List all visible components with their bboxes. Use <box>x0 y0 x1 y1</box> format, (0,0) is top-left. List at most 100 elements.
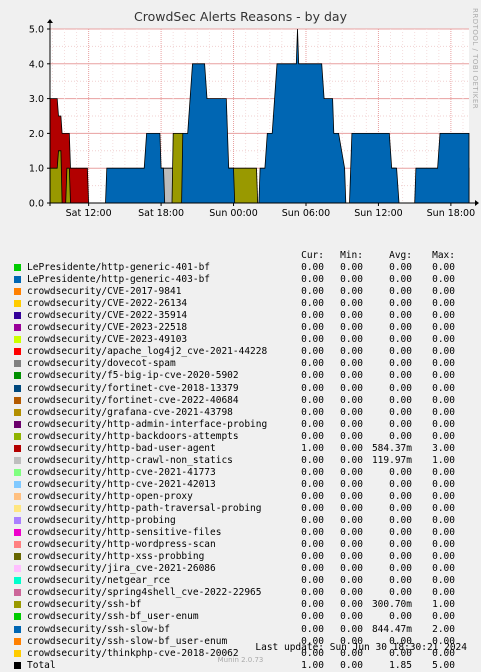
legend-value-avg: 0.00 <box>389 286 412 298</box>
legend-value-avg: 0.00 <box>389 334 412 346</box>
legend-value-max: 0.00 <box>432 322 455 334</box>
legend-name: crowdsecurity/jira_cve-2021-26086 <box>27 563 216 575</box>
legend-name: crowdsecurity/http-path-traversal-probin… <box>27 503 262 514</box>
legend-row: crowdsecurity/grafana-cve-2021-43798 0.00… <box>0 407 481 419</box>
legend-value-cur: 0.00 <box>301 563 324 575</box>
legend-value-avg: 0.00 <box>389 515 412 527</box>
rrdtool-label: RRDTOOL / TOBI OETIKER <box>471 8 479 110</box>
legend-row: crowdsecurity/http-backdoors-attempts 0.0… <box>0 431 481 443</box>
legend-name: crowdsecurity/netgear_rce <box>27 575 170 587</box>
legend-name: crowdsecurity/http-probing <box>27 515 176 527</box>
legend-value-min: 0.00 <box>340 298 363 310</box>
legend-swatch <box>14 661 21 669</box>
legend-swatch <box>14 300 21 308</box>
legend-value-max: 0.00 <box>432 394 455 406</box>
legend-name: crowdsecurity/spring4shell_cve-2022-2296… <box>27 587 262 599</box>
legend-swatch <box>14 408 21 416</box>
legend-swatch <box>14 529 21 537</box>
legend-value-avg: 0.00 <box>389 346 412 358</box>
legend-swatch <box>14 637 21 645</box>
legend-row: crowdsecurity/apache_log4j2_cve-2021-442… <box>0 346 481 358</box>
legend-swatch <box>14 432 21 440</box>
series-area-ssh-slow-bf <box>105 133 166 204</box>
legend-row: crowdsecurity/spring4shell_cve-2022-2296… <box>0 587 481 599</box>
x-tick-label: Sun 00:00 <box>209 208 257 219</box>
legend-value-max: 0.00 <box>432 647 455 659</box>
y-tick-label: 1.0 <box>29 164 44 175</box>
legend-value-min: 0.00 <box>340 563 363 575</box>
legend-row: crowdsecurity/http-path-traversal-probin… <box>0 503 481 515</box>
legend-value-cur: 0.00 <box>301 298 324 310</box>
legend-value-cur: 1.00 <box>301 442 324 454</box>
legend-name: crowdsecurity/CVE-2022-35914 <box>27 310 188 322</box>
legend-value-max: 1.00 <box>432 454 455 466</box>
legend-name: crowdsecurity/fortinet-cve-2018-13379 <box>27 382 239 394</box>
legend-swatch <box>14 480 21 488</box>
legend-row: crowdsecurity/http-xss-probbing 0.00 0.00 0… <box>0 551 481 563</box>
legend-value-cur: 0.00 <box>301 346 324 358</box>
legend-row: crowdsecurity/CVE-2022-35914 0.00 0.00 0.00… <box>0 310 481 322</box>
legend-row: crowdsecurity/jira_cve-2021-26086 0.00 0.0… <box>0 563 481 575</box>
legend-swatch <box>14 312 21 320</box>
legend-name: crowdsecurity/http-bad-user-agent <box>27 442 216 454</box>
legend-swatch <box>14 492 21 500</box>
legend-name: crowdsecurity/ssh-slow-bf <box>27 623 170 635</box>
legend-swatch <box>14 649 21 657</box>
legend-value-cur: 0.00 <box>301 478 324 490</box>
legend-name: crowdsecurity/http-crawl-non_statics <box>27 454 233 466</box>
legend-value-cur: 0.00 <box>301 527 324 539</box>
header-max: Max: <box>432 250 455 261</box>
legend-name: crowdsecurity/f5-big-ip-cve-2020-5902 <box>27 370 239 382</box>
legend-row: crowdsecurity/http-admin-interface-probi… <box>0 419 481 431</box>
legend-swatch <box>14 505 21 512</box>
legend-value-avg: 0.00 <box>389 539 412 551</box>
legend-swatch <box>14 468 21 476</box>
legend-value-min: 0.00 <box>340 611 363 623</box>
legend-value-max: 0.00 <box>432 346 455 358</box>
legend-value-min: 0.00 <box>340 310 363 322</box>
legend-row: crowdsecurity/http-sensitive-files 0.00 0.… <box>0 527 481 539</box>
legend-name: crowdsecurity/http-cve-2021-41773 <box>27 466 216 478</box>
legend-value-min: 0.00 <box>340 647 363 659</box>
legend-value-max: 2.00 <box>432 623 455 635</box>
legend-value-max: 0.00 <box>432 430 455 442</box>
legend-value-cur: 0.00 <box>301 611 324 623</box>
legend-name: crowdsecurity/http-backdoors-attempts <box>27 430 239 442</box>
legend-value-avg: 0.00 <box>389 647 412 659</box>
legend-name: crowdsecurity/ssh-bf <box>27 599 142 611</box>
legend-value-min: 0.00 <box>340 659 363 671</box>
legend-row: crowdsecurity/CVE-2023-22518 0.00 0.00 0.00… <box>0 322 481 334</box>
legend-value-max: 0.00 <box>432 515 455 527</box>
legend-value-min: 0.00 <box>340 635 363 647</box>
legend-value-avg: 0.00 <box>389 635 412 647</box>
legend-name: crowdsecurity/ssh-bf_user-enum <box>27 611 199 623</box>
legend-swatch <box>14 276 21 284</box>
legend-row: crowdsecurity/ssh-slow-bf_user-enum 0.00 0… <box>0 636 481 648</box>
legend-row: crowdsecurity/netgear_rce 0.00 0.00 0.00 0.0… <box>0 575 481 587</box>
series-area-ssh-slow-bf <box>181 63 236 204</box>
legend-name: crowdsecurity/grafana-cve-2021-43798 <box>27 406 233 418</box>
legend-value-max: 0.00 <box>432 635 455 647</box>
legend-value-max: 0.00 <box>432 358 455 370</box>
legend-value-avg: 0.00 <box>389 298 412 310</box>
legend-value-avg: 0.00 <box>389 478 412 490</box>
legend-value-min: 0.00 <box>340 346 363 358</box>
legend-name: crowdsecurity/CVE-2017-9841 <box>27 286 182 298</box>
y-tick-label: 0.0 <box>29 199 44 210</box>
legend-row: LePresidente/http-generic-401-bf 0.00 0.00… <box>0 262 481 274</box>
legend-swatch <box>14 601 21 609</box>
munin-version: Munin 2.0.73 <box>217 656 264 664</box>
legend-value-cur: 0.00 <box>301 418 324 430</box>
legend-value-min: 0.00 <box>340 503 363 514</box>
legend-value-max: 0.00 <box>432 490 455 502</box>
legend-header: Cur: Min: Avg: Max: <box>0 250 481 262</box>
legend-row: crowdsecurity/fortinet-cve-2018-13379 0.0… <box>0 383 481 395</box>
legend-row: crowdsecurity/http-wordpress-scan 0.00 0.0… <box>0 539 481 551</box>
legend-value-max: 0.00 <box>432 575 455 587</box>
x-tick-label: Sat 12:00 <box>66 208 112 219</box>
legend-value-min: 0.00 <box>340 575 363 587</box>
legend-value-min: 0.00 <box>340 322 363 334</box>
legend-value-cur: 0.00 <box>301 358 324 370</box>
legend-row: crowdsecurity/dovecot-spam 0.00 0.00 0.00 0.… <box>0 358 481 370</box>
legend-name: crowdsecurity/http-wordpress-scan <box>27 539 216 551</box>
